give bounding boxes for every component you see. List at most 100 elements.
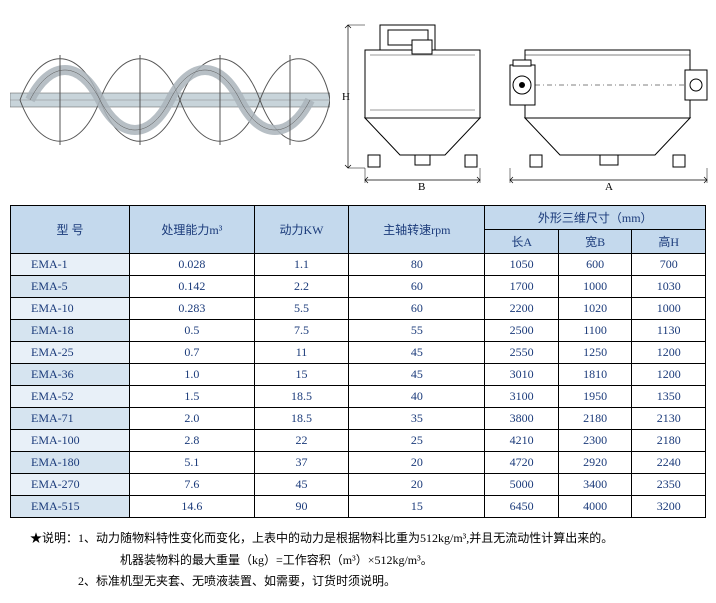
note-line1: ★说明：1、动力随物料特性变化而变化，上表中的动力是根据物料比重为512kg/m…	[30, 528, 686, 550]
cell: 2920	[558, 452, 632, 474]
diagram-row: H B	[10, 10, 706, 190]
front-elevation-diagram: H B	[340, 10, 495, 190]
cell: 1810	[558, 364, 632, 386]
th-model: 型 号	[11, 206, 130, 254]
th-heightH: 高H	[632, 230, 706, 254]
table-row: EMA-51514.69015645040003200	[11, 496, 706, 518]
cell: 60	[349, 276, 485, 298]
th-dimensions: 外形三维尺寸（mm）	[485, 206, 706, 230]
table-row: EMA-250.71145255012501200	[11, 342, 706, 364]
cell: 3100	[485, 386, 559, 408]
label-B: B	[418, 181, 425, 190]
cell: 4720	[485, 452, 559, 474]
cell: 3400	[558, 474, 632, 496]
cell: EMA-1	[11, 254, 130, 276]
cell: 3800	[485, 408, 559, 430]
cell: 40	[349, 386, 485, 408]
cell: 600	[558, 254, 632, 276]
ribbon-mixer-diagram	[10, 35, 330, 165]
spec-table: 型 号 处理能力m³ 动力KW 主轴转速rpm 外形三维尺寸（mm） 长A 宽B…	[10, 205, 706, 518]
label-A: A	[605, 181, 613, 190]
cell: 1050	[485, 254, 559, 276]
cell: 1.5	[130, 386, 255, 408]
cell: 0.283	[130, 298, 255, 320]
cell: 1200	[632, 342, 706, 364]
cell: 80	[349, 254, 485, 276]
table-row: EMA-521.518.540310019501350	[11, 386, 706, 408]
cell: EMA-36	[11, 364, 130, 386]
cell: 1000	[558, 276, 632, 298]
cell: 45	[349, 342, 485, 364]
cell: 5.5	[254, 298, 349, 320]
th-rpm: 主轴转速rpm	[349, 206, 485, 254]
cell: 2200	[485, 298, 559, 320]
th-power: 动力KW	[254, 206, 349, 254]
cell: 18.5	[254, 408, 349, 430]
cell: 37	[254, 452, 349, 474]
cell: 45	[349, 364, 485, 386]
cell: EMA-515	[11, 496, 130, 518]
cell: 1100	[558, 320, 632, 342]
cell: 5.1	[130, 452, 255, 474]
cell: 2550	[485, 342, 559, 364]
table-row: EMA-1805.13720472029202240	[11, 452, 706, 474]
cell: 15	[254, 364, 349, 386]
cell: 0.142	[130, 276, 255, 298]
cell: 35	[349, 408, 485, 430]
cell: 6450	[485, 496, 559, 518]
cell: 2.8	[130, 430, 255, 452]
notes: ★说明：1、动力随物料特性变化而变化，上表中的动力是根据物料比重为512kg/m…	[10, 528, 706, 593]
side-elevation-diagram: A	[505, 10, 715, 190]
table-row: EMA-361.01545301018101200	[11, 364, 706, 386]
cell: 3010	[485, 364, 559, 386]
table-row: EMA-1002.82225421023002180	[11, 430, 706, 452]
cell: 1.0	[130, 364, 255, 386]
cell: EMA-71	[11, 408, 130, 430]
cell: 0.7	[130, 342, 255, 364]
cell: 18.5	[254, 386, 349, 408]
cell: 1030	[632, 276, 706, 298]
cell: 2.0	[130, 408, 255, 430]
th-lengthA: 长A	[485, 230, 559, 254]
note-line3: 2、标准机型无夹套、无喷液装置、如需要，订货时须说明。	[30, 571, 686, 593]
cell: 14.6	[130, 496, 255, 518]
table-row: EMA-180.57.555250011001130	[11, 320, 706, 342]
cell: EMA-25	[11, 342, 130, 364]
table-row: EMA-10.0281.1801050600700	[11, 254, 706, 276]
table-body: EMA-10.0281.1801050600700EMA-50.1422.260…	[11, 254, 706, 518]
cell: EMA-100	[11, 430, 130, 452]
cell: 0.028	[130, 254, 255, 276]
cell: 2350	[632, 474, 706, 496]
cell: 60	[349, 298, 485, 320]
cell: 1000	[632, 298, 706, 320]
cell: 20	[349, 474, 485, 496]
cell: EMA-5	[11, 276, 130, 298]
cell: 1350	[632, 386, 706, 408]
cell: 1130	[632, 320, 706, 342]
cell: 2500	[485, 320, 559, 342]
cell: 2130	[632, 408, 706, 430]
cell: 3200	[632, 496, 706, 518]
cell: EMA-18	[11, 320, 130, 342]
cell: 45	[254, 474, 349, 496]
cell: 25	[349, 430, 485, 452]
cell: 5000	[485, 474, 559, 496]
table-row: EMA-50.1422.260170010001030	[11, 276, 706, 298]
cell: 2.2	[254, 276, 349, 298]
label-H: H	[342, 91, 350, 103]
cell: 1250	[558, 342, 632, 364]
note-line2: 机器装物料的最大重量（kg）=工作容积（m³）×512kg/m³。	[30, 550, 686, 572]
cell: EMA-180	[11, 452, 130, 474]
cell: EMA-270	[11, 474, 130, 496]
th-capacity: 处理能力m³	[130, 206, 255, 254]
cell: 1950	[558, 386, 632, 408]
cell: 22	[254, 430, 349, 452]
cell: 2300	[558, 430, 632, 452]
table-row: EMA-712.018.535380021802130	[11, 408, 706, 430]
cell: 2180	[632, 430, 706, 452]
cell: EMA-10	[11, 298, 130, 320]
cell: 20	[349, 452, 485, 474]
cell: 7.5	[254, 320, 349, 342]
cell: 1200	[632, 364, 706, 386]
cell: 7.6	[130, 474, 255, 496]
